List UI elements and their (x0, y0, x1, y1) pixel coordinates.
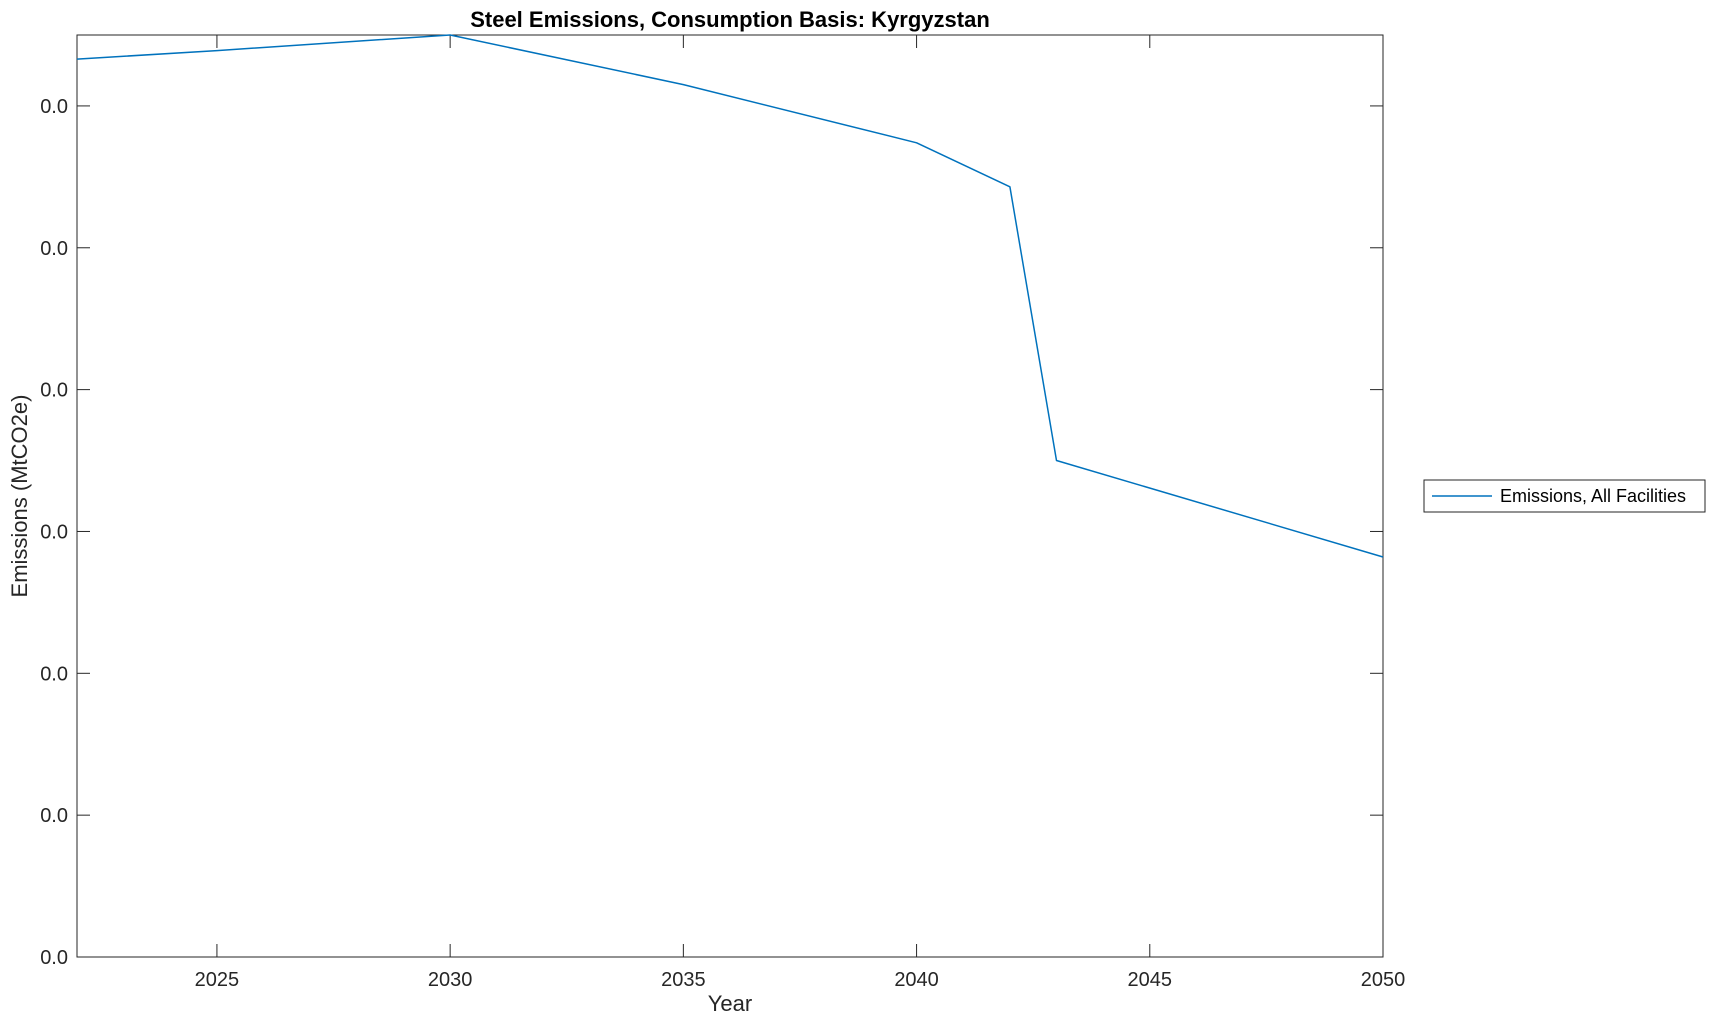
x-tick-label: 2040 (894, 969, 939, 991)
y-tick-label: 0.0 (40, 947, 68, 969)
x-axis: 2025 2030 2035 2040 2045 2050 (195, 35, 1406, 991)
x-tick-label: 2050 (1361, 969, 1406, 991)
y-axis-label: Emissions (MtCO2e) (7, 395, 32, 598)
y-tick-label: 0.0 (40, 805, 68, 827)
series-line-0 (76, 34, 1384, 558)
y-tick-label: 0.0 (40, 96, 68, 118)
legend-entry-emissions-all-facilities: Emissions, All Facilities (1500, 486, 1686, 506)
y-tick-label: 0.0 (40, 380, 68, 402)
y-tick-label: 0.0 (40, 521, 68, 543)
plot-area (76, 34, 1384, 958)
y-tick-label: 0.0 (40, 663, 68, 685)
chart-title: Steel Emissions, Consumption Basis: Kyrg… (470, 7, 990, 32)
y-tick-label: 0.0 (40, 238, 68, 260)
x-tick-label: 2025 (195, 969, 240, 991)
x-tick-label: 2030 (428, 969, 473, 991)
x-axis-label: Year (708, 991, 752, 1016)
x-tick-label: 2035 (661, 969, 706, 991)
y-axis: 0.0 0.0 0.0 0.0 0.0 0.0 0.0 (40, 96, 1383, 969)
series-layer (76, 34, 1384, 558)
legend: Emissions, All Facilities (1423, 479, 1706, 513)
x-tick-label: 2045 (1128, 969, 1173, 991)
